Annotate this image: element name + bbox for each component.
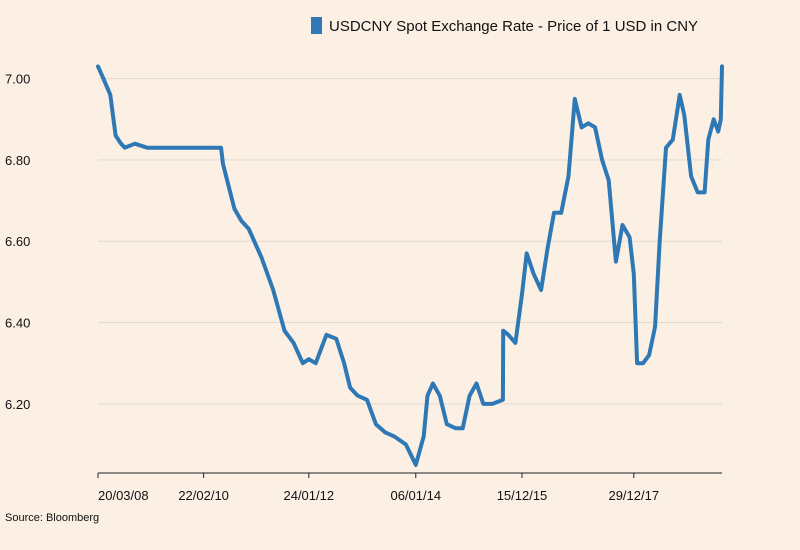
- x-tick-label: 24/01/12: [283, 488, 334, 503]
- y-tick-label: 6.80: [5, 153, 30, 168]
- x-tick-label: 20/03/08: [98, 488, 149, 503]
- x-tick-label: 22/02/10: [178, 488, 229, 503]
- series-line-usdcny: [96, 64, 724, 467]
- legend: USDCNY Spot Exchange Rate - Price of 1 U…: [311, 17, 698, 35]
- y-axis-tick-labels: 7.00 6.80 6.60 6.40 6.20: [5, 72, 30, 412]
- gridlines: [98, 78, 722, 405]
- y-tick-label: 6.20: [5, 397, 30, 412]
- x-axis-ticks: 20/03/08 22/02/10 24/01/12 06/01/14 15/12/15…: [97, 473, 659, 503]
- y-tick-label: 6.40: [5, 316, 30, 331]
- x-tick-label: 29/12/17: [608, 488, 659, 503]
- x-tick-label: 06/01/14: [390, 488, 441, 503]
- legend-label: USDCNY Spot Exchange Rate - Price of 1 U…: [329, 18, 698, 35]
- source-note: Source: Bloomberg: [5, 512, 99, 524]
- y-tick-label: 7.00: [5, 72, 30, 87]
- x-tick-label: 15/12/15: [497, 488, 548, 503]
- legend-swatch: [311, 17, 322, 34]
- y-tick-label: 6.60: [5, 234, 30, 249]
